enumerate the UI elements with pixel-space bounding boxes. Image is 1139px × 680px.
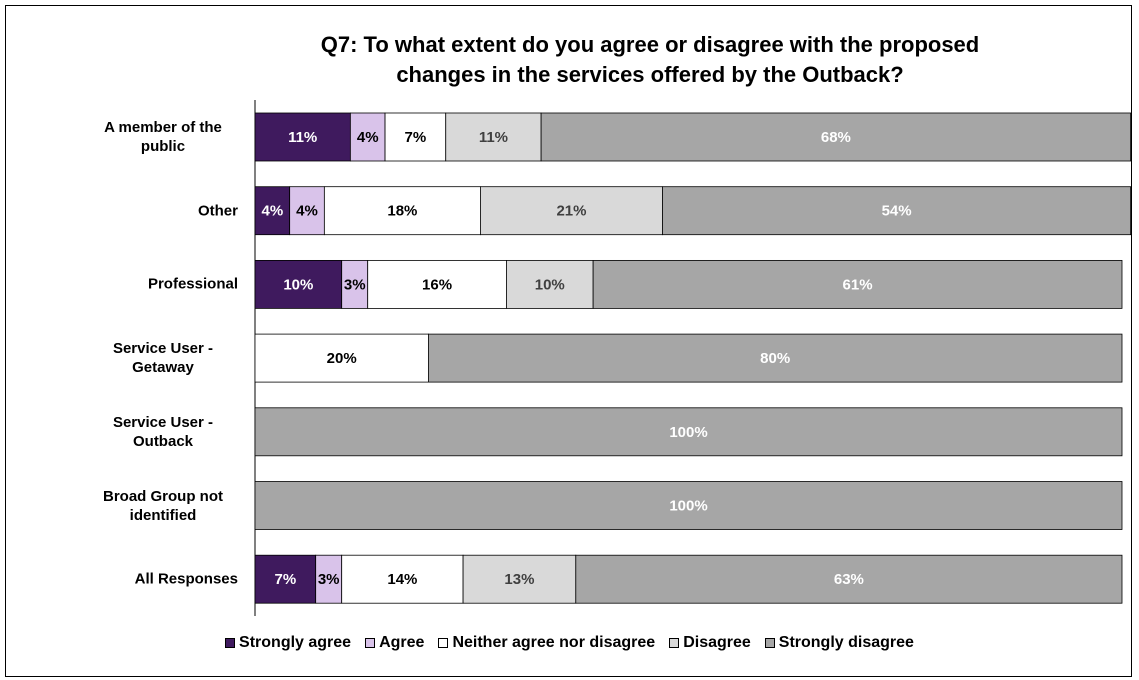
value-label: 4% [357, 129, 379, 146]
legend-swatch [225, 638, 236, 648]
legend-swatch [669, 638, 680, 648]
value-label: 100% [669, 497, 707, 514]
chart-frame [5, 5, 1132, 677]
value-label: 3% [318, 571, 340, 588]
bar-segment [506, 259, 594, 309]
bar-segment [367, 259, 507, 309]
bar-segment [427, 333, 1123, 383]
bar-segment [540, 112, 1132, 162]
value-label: 4% [261, 203, 283, 220]
bar-segment [592, 259, 1123, 309]
value-label: 7% [275, 571, 297, 588]
category-label: Broad Group not identified [88, 487, 238, 525]
value-label: 7% [405, 129, 427, 146]
bar-segment [254, 333, 429, 383]
legend-label: Strongly agree [239, 634, 352, 651]
value-label: 20% [327, 350, 357, 367]
category-label: Professional [88, 275, 238, 294]
legend: Strongly agree Agree Neither agree nor dis… [0, 634, 1139, 652]
value-label: 54% [882, 203, 912, 220]
category-label: A member of the public [88, 118, 238, 156]
legend-label: Agree [379, 634, 425, 651]
chart-title: Q7: To what extent do you agree or disag… [320, 32, 980, 87]
value-label: 11% [479, 129, 508, 146]
bar-segment [289, 186, 325, 236]
legend-swatch [365, 638, 376, 648]
value-label: 11% [288, 129, 317, 146]
category-text: Professional [147, 275, 238, 293]
bar-segment [349, 112, 386, 162]
legend-swatch [438, 638, 449, 648]
bar-segment [462, 554, 577, 604]
legend-label: Strongly disagree [778, 634, 914, 651]
category-label: All Responses [88, 570, 238, 589]
value-label: 13% [504, 571, 534, 588]
legend-item: Neither agree nor disagree [438, 634, 655, 652]
bar-segment [254, 481, 1123, 530]
bar-segment [341, 259, 369, 309]
bar-segment [254, 407, 1123, 457]
legend-item: Strongly agree [225, 634, 351, 652]
legend-item: Disagree [669, 634, 751, 652]
legend-label: Disagree [683, 634, 751, 651]
bar-segment [384, 112, 447, 162]
value-label: 14% [387, 571, 417, 588]
legend-swatch [764, 638, 775, 648]
category-text: Service User - Getaway [112, 340, 214, 377]
bar-segment [254, 112, 351, 162]
value-label: 10% [283, 276, 313, 293]
category-label: Other [88, 201, 238, 220]
value-label: 16% [422, 276, 452, 293]
category-text: Other [197, 202, 238, 220]
value-label: 61% [843, 276, 873, 293]
bar-segment [254, 259, 343, 309]
value-label: 4% [296, 203, 318, 220]
value-label: 3% [344, 276, 366, 293]
value-label: 80% [760, 350, 790, 367]
bar-segment [662, 186, 1132, 236]
legend-item: Strongly disagree [764, 634, 914, 652]
value-label: 68% [821, 129, 851, 146]
category-text: Broad Group not identified [103, 487, 223, 524]
legend-item: Agree [365, 634, 424, 652]
category-text: All Responses [134, 570, 238, 588]
bar-segment [254, 554, 317, 604]
value-label: 100% [669, 424, 707, 441]
bar-segment [445, 112, 542, 162]
value-label: 10% [535, 276, 565, 293]
bar-segment [323, 186, 481, 236]
category-text: Service User - Outback [112, 413, 214, 450]
bar-segment [254, 186, 291, 236]
value-label: 21% [556, 203, 586, 220]
value-label: 63% [834, 571, 864, 588]
bar-segment [480, 186, 663, 236]
bar-segment [575, 554, 1123, 604]
bar-segment [315, 554, 343, 604]
category-label: Service User - Outback [88, 413, 238, 451]
category-label: Service User - Getaway [88, 339, 238, 377]
category-text: A member of the public [104, 119, 222, 155]
value-label: 18% [387, 203, 417, 220]
legend-label: Neither agree nor disagree [452, 634, 656, 651]
